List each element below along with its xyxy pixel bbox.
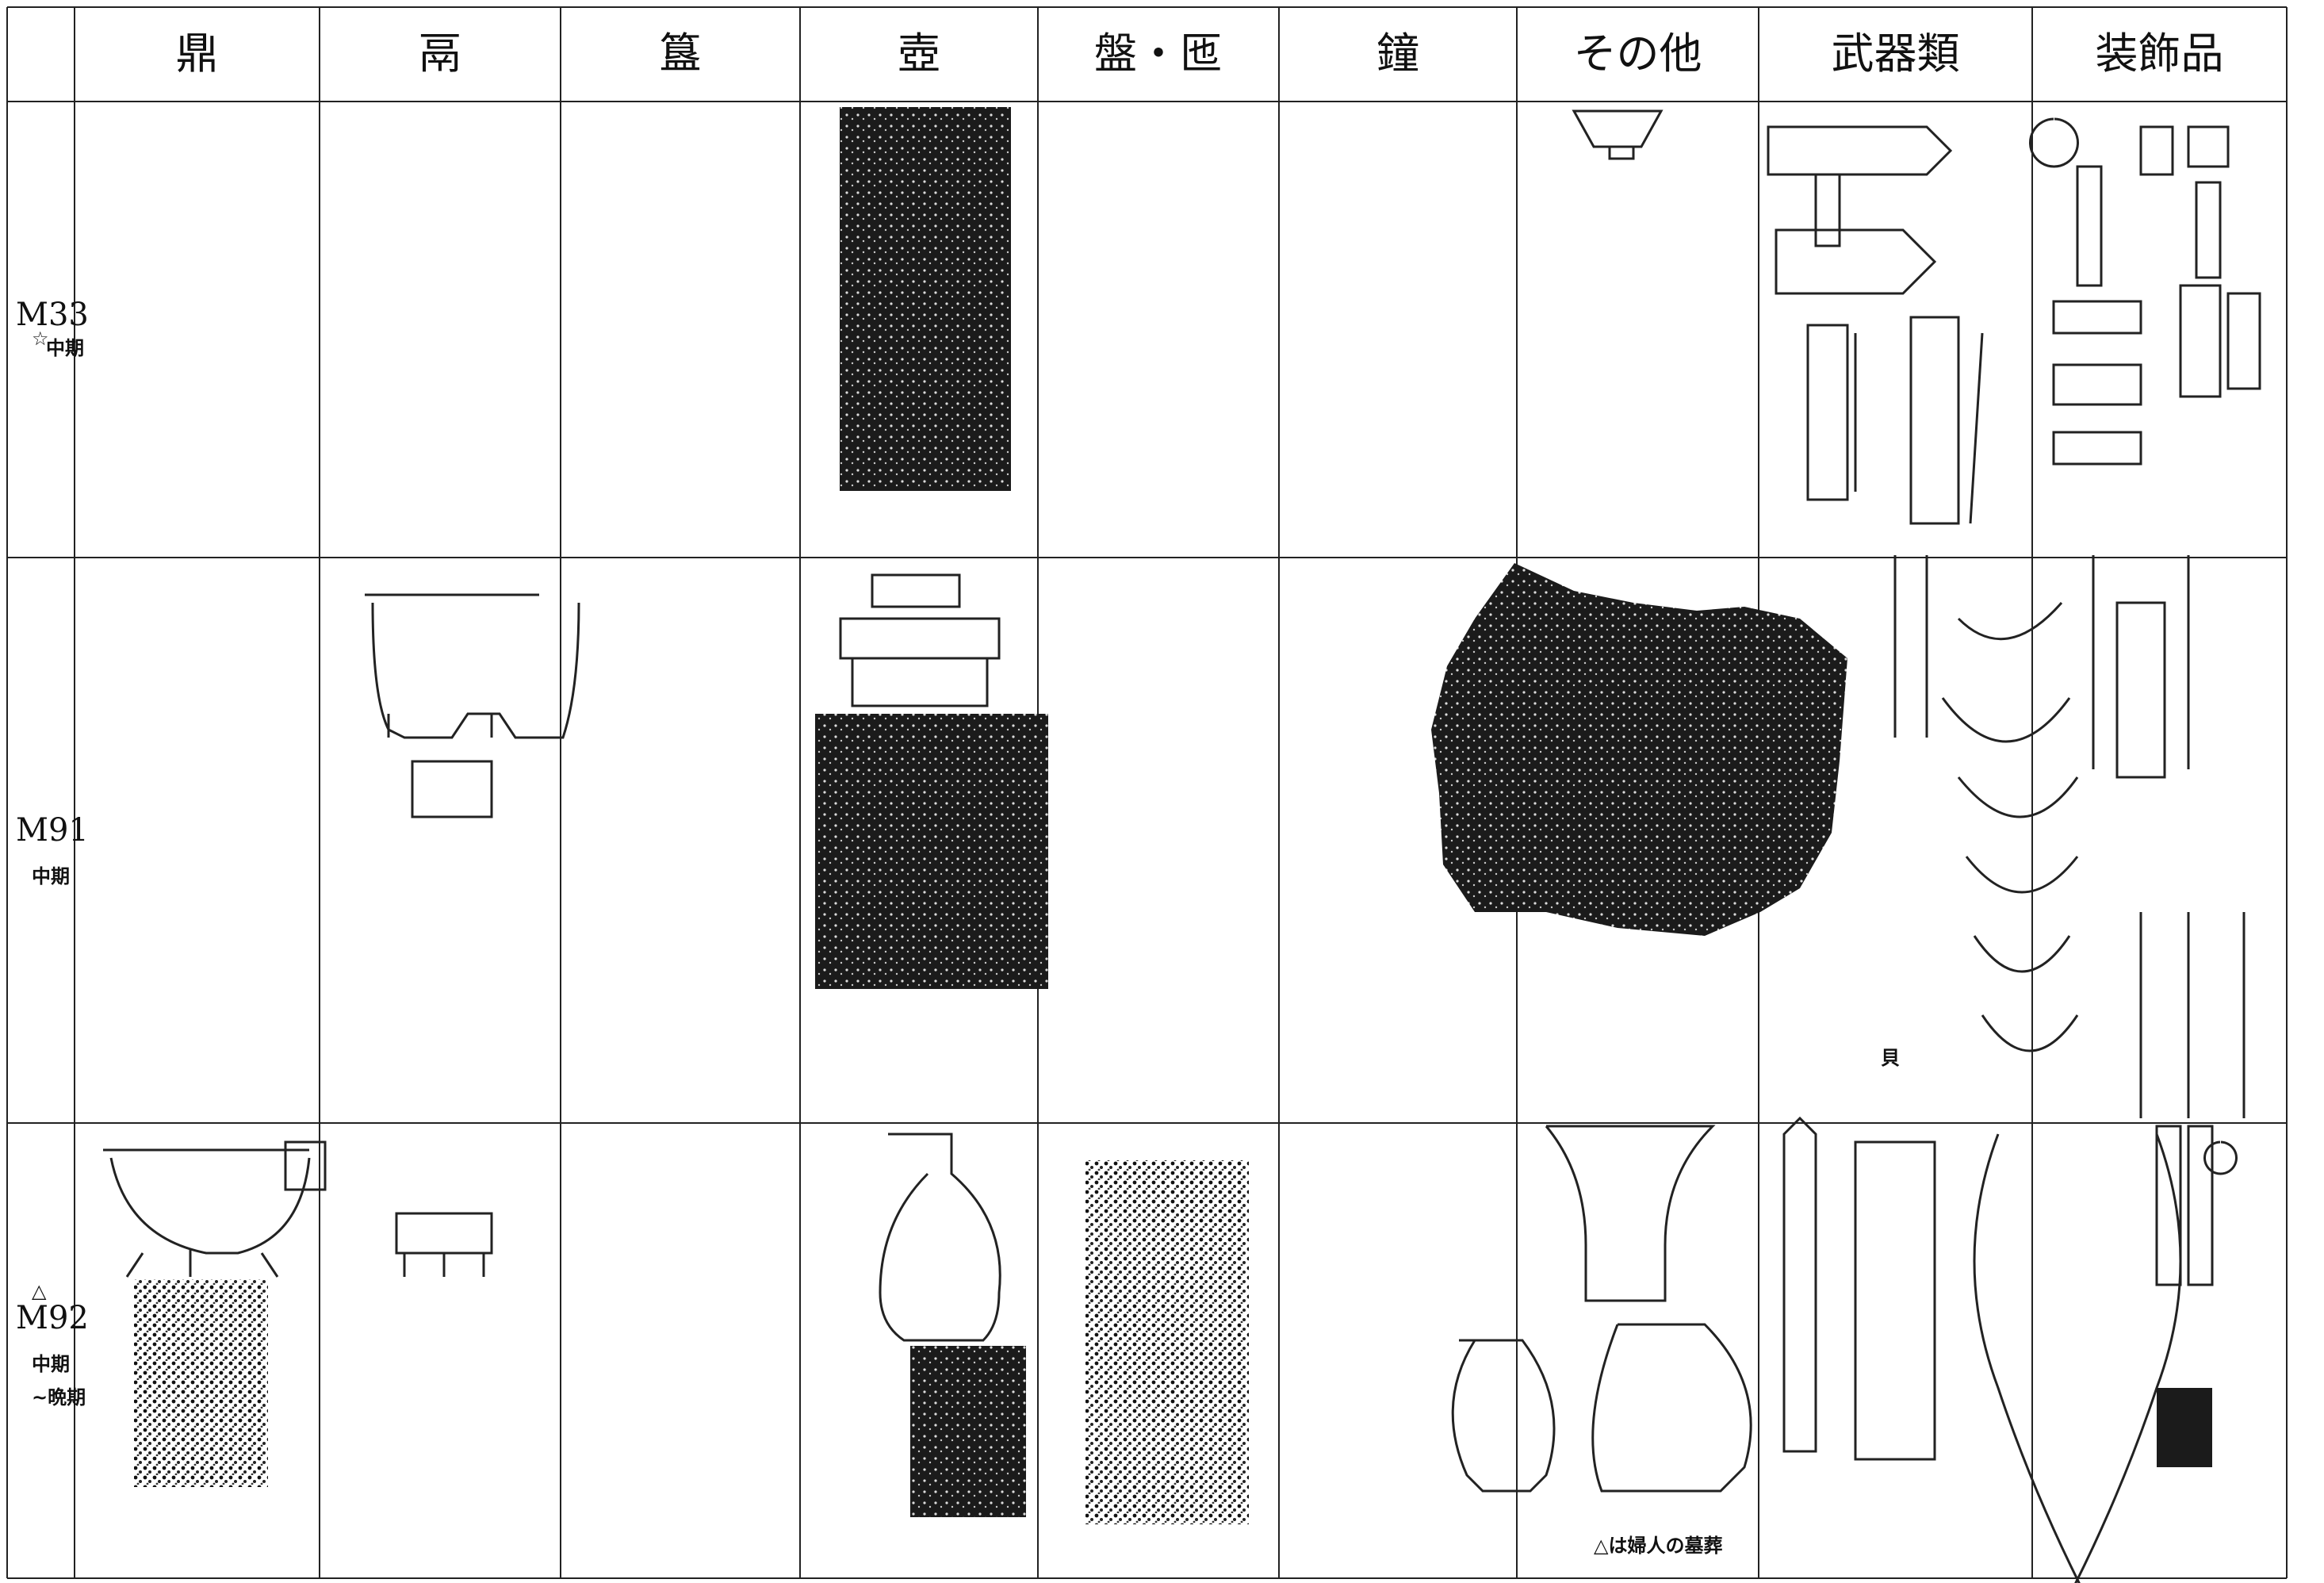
column-header: 鬲 (419, 29, 461, 79)
tomb-mark: △ (32, 1280, 47, 1302)
period: ~晩期 (32, 1386, 86, 1409)
tomb-id: M33 (16, 297, 89, 333)
weapon-drawings (1767, 125, 1984, 525)
column-header: 武器類 (1832, 29, 1960, 79)
column-header: 壺 (898, 29, 940, 79)
inscription-rubbing (840, 107, 1011, 491)
illustrations (103, 107, 2261, 1583)
column-header: その他 (1574, 29, 1702, 79)
column-header: 盤・匜 (1094, 29, 1223, 79)
li-vessel-drawing (365, 593, 580, 818)
tomb-mark: ☆ (32, 328, 49, 350)
li-vessel-drawing (395, 1212, 493, 1277)
ornament-drawings (1893, 555, 2246, 1118)
column-header: 鐘 (1376, 29, 1419, 79)
inscription-rubbing (815, 714, 1048, 989)
legend-note: △は婦人の墓葬 (1594, 1535, 1722, 1557)
period: 中期 (32, 1353, 70, 1375)
weapon-ornament-drawings (1782, 1116, 2238, 1583)
column-header: 簋 (659, 29, 702, 79)
bell-rubbing (1431, 563, 1847, 936)
vessel-drawing (1572, 109, 1664, 160)
ornament-drawings (2029, 117, 2261, 466)
column-header: 鼎 (176, 29, 219, 79)
tomb-id: M91 (16, 812, 89, 849)
period: 中期 (46, 337, 84, 359)
ornament-inlay (2157, 1388, 2212, 1467)
table-labels: 鼎 鬲 簋 壺 盤・匜 鐘 その他 武器類 装飾品 ☆M33 中期 M91 中期 △M92 中期 ~晩期 貝 △は… (16, 29, 2224, 1557)
column-header: 装飾品 (2096, 29, 2224, 79)
hu-vessel-drawing (879, 1133, 1001, 1342)
ding-drawing (103, 1140, 327, 1278)
tomb-id: M92 (16, 1300, 89, 1336)
vessel-drawings (1451, 1125, 1752, 1493)
inscription-rubbing (1085, 1160, 1249, 1524)
inscription-rubbing (910, 1346, 1026, 1517)
shell-label: 貝 (1881, 1047, 1900, 1069)
period: 中期 (32, 865, 70, 887)
inscription-rubbing (134, 1279, 268, 1487)
hu-vessel-drawing (839, 573, 1001, 707)
